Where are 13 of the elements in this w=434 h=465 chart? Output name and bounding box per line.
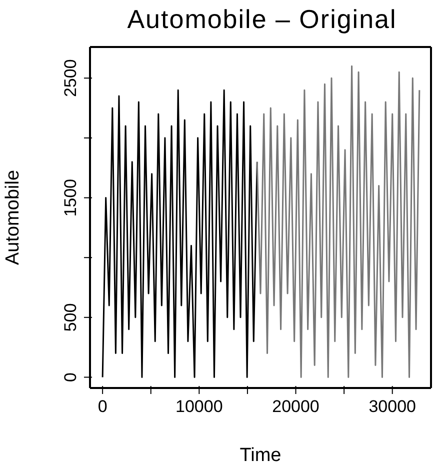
x-tick-label: 10000 xyxy=(176,397,223,416)
x-tick-label: 30000 xyxy=(368,397,416,416)
x-tick-label: 0 xyxy=(98,397,108,416)
y-tick-label: 2500 xyxy=(61,59,80,98)
y-axis-title: Automobile xyxy=(2,170,24,266)
x-tick-label: 20000 xyxy=(272,397,320,416)
y-tick-label: 500 xyxy=(61,303,80,332)
line-series xyxy=(102,89,258,378)
x-axis-title: Time xyxy=(240,445,282,465)
y-tick-label: 0 xyxy=(61,372,80,382)
line-series xyxy=(256,65,420,378)
y-tick-label: 1500 xyxy=(61,178,80,217)
chart-title: Automobile – Original xyxy=(126,4,398,35)
